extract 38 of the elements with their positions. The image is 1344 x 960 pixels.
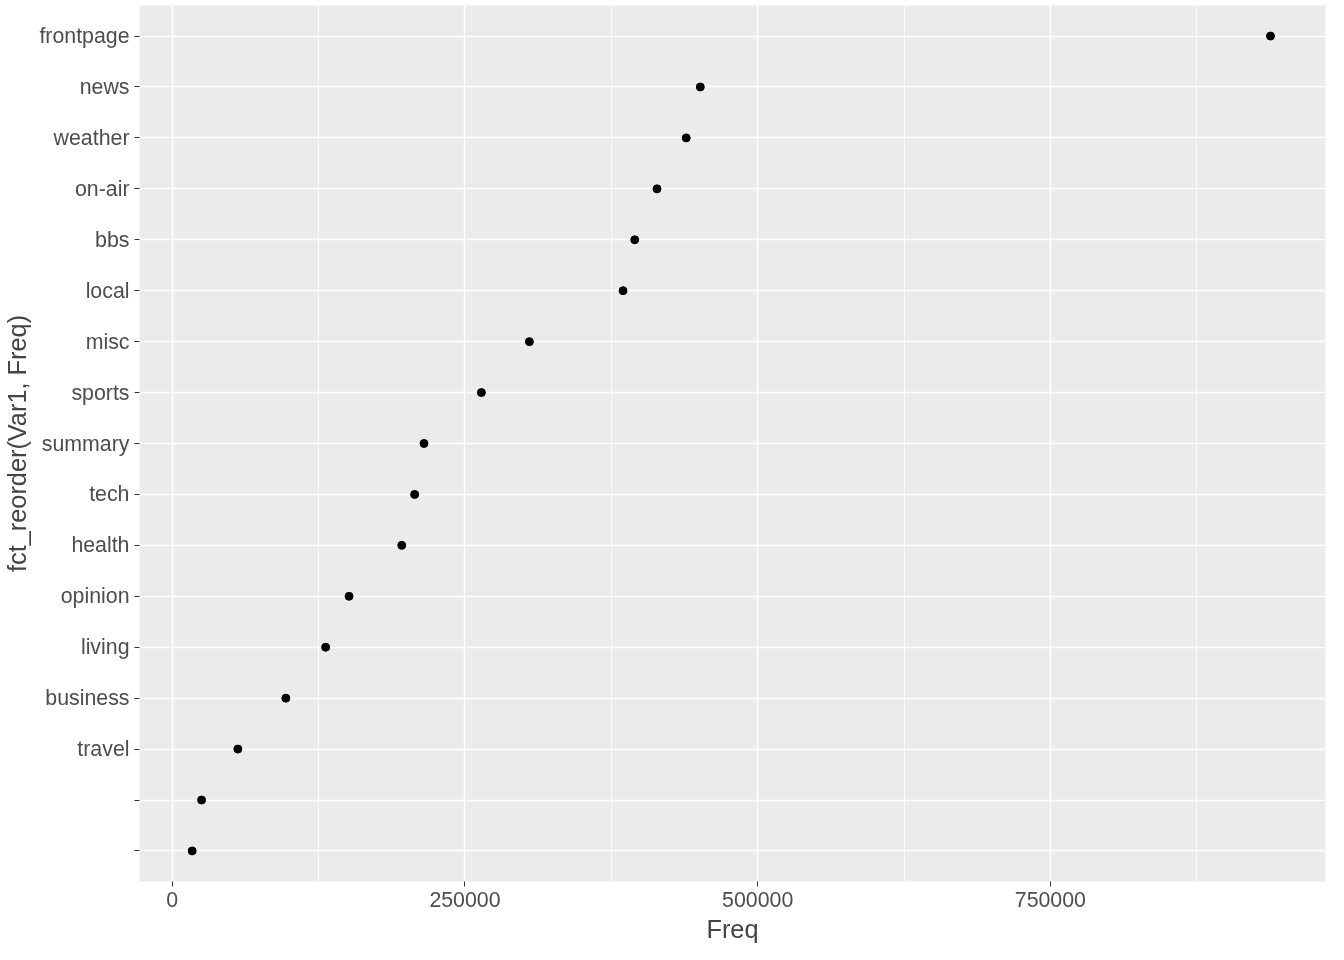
point [1265,31,1275,41]
point [321,642,331,652]
y-tick-label: local [85,278,130,303]
y-tick-label: misc [85,329,130,354]
point [397,540,407,550]
point [681,133,691,143]
y-tick-label: health [71,533,130,558]
point [476,388,486,398]
y-tick-label: business [45,686,130,711]
y-tick-label: bbs [95,227,130,252]
point [419,439,429,448]
point [524,337,534,347]
y-tick-label: weather [52,125,130,150]
y-tick-label: tech [89,482,130,507]
point [630,235,640,245]
y-tick-label: frontpage [39,24,130,49]
y-tick-label: sports [71,380,130,405]
point [344,591,354,601]
y-tick-label: on-air [74,176,130,201]
x-tick-label: 750000 [1014,887,1087,912]
y-tick-label: summary [41,431,130,456]
point [618,286,628,296]
point [281,693,291,703]
point [187,846,197,856]
point [695,82,705,92]
x-tick-label: 500000 [722,887,794,912]
point [652,184,662,194]
y-tick-label: news [79,74,130,99]
point [197,795,207,805]
y-tick-label: living [80,635,130,660]
y-tick-label: opinion [60,584,130,609]
x-tick-label: 250000 [429,887,501,912]
point [233,744,243,754]
x-axis-title: Freq [706,914,759,943]
y-tick-label: travel [77,737,130,762]
y-axis-title: fct_reorder(Var1, Freq) [3,314,32,573]
x-tick-label: 0 [166,887,179,912]
point [410,489,420,499]
